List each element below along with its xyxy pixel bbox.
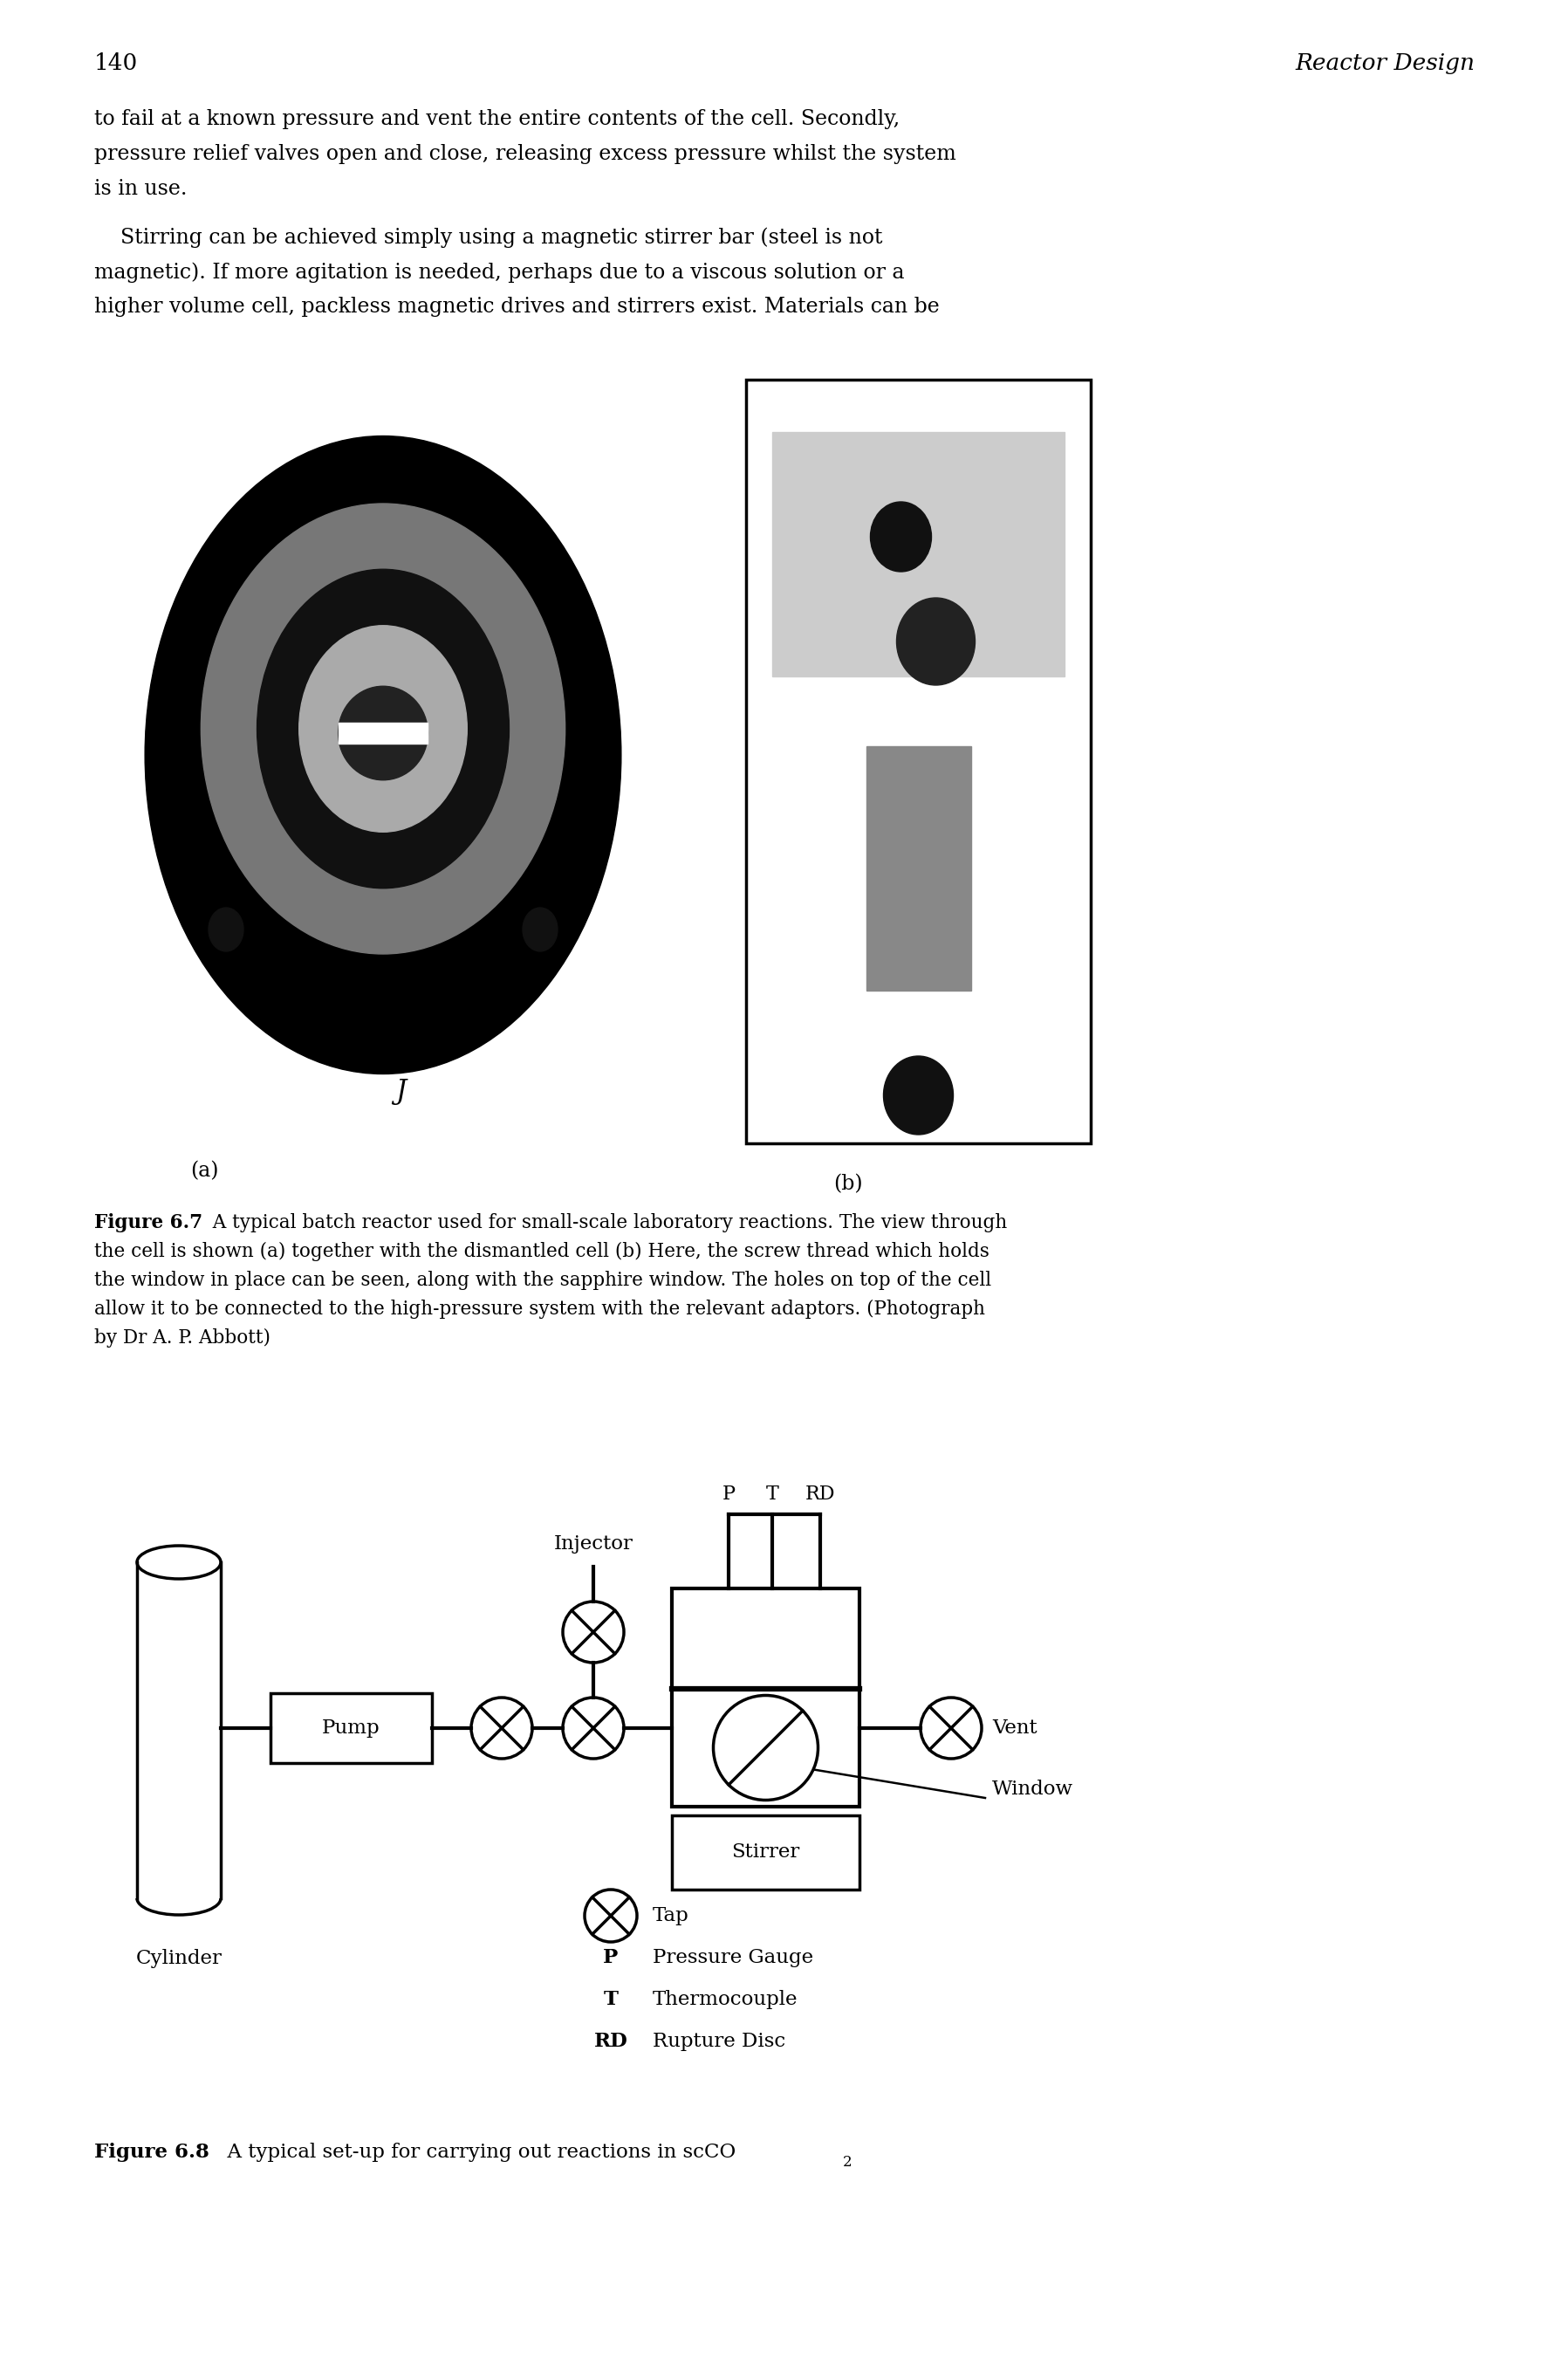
Text: A typical batch reactor used for small-scale laboratory reactions. The view thro: A typical batch reactor used for small-s… (201, 1213, 1007, 1232)
Bar (746, 380, 1091, 1142)
Text: Stirring can be achieved simply using a magnetic stirrer bar (steel is not: Stirring can be achieved simply using a … (94, 227, 883, 248)
Text: T: T (765, 1484, 779, 1503)
Text: (a): (a) (190, 1161, 218, 1180)
Text: Stirrer: Stirrer (732, 1843, 800, 1862)
Text: pressure relief valves open and close, releasing excess pressure whilst the syst: pressure relief valves open and close, r… (94, 144, 956, 165)
Ellipse shape (209, 909, 243, 951)
Text: Rupture Disc: Rupture Disc (652, 2032, 786, 2051)
Ellipse shape (522, 909, 558, 951)
Ellipse shape (144, 437, 621, 1074)
Text: by Dr A. P. Abbott): by Dr A. P. Abbott) (94, 1329, 271, 1348)
Text: Window: Window (993, 1779, 1073, 1798)
Circle shape (713, 1694, 818, 1801)
Text: is in use.: is in use. (94, 179, 187, 198)
Text: the cell is shown (a) together with the dismantled cell (b) Here, the screw thre: the cell is shown (a) together with the … (94, 1241, 989, 1260)
Text: T: T (604, 1989, 618, 2008)
Bar (771, 432, 1065, 677)
Text: Cylinder: Cylinder (136, 1949, 223, 1968)
Ellipse shape (299, 625, 467, 833)
Text: Figure 6.8: Figure 6.8 (94, 2143, 209, 2162)
Ellipse shape (870, 503, 931, 571)
Ellipse shape (897, 597, 975, 684)
Text: Thermocouple: Thermocouple (652, 1989, 798, 2008)
Bar (866, 746, 971, 991)
Text: Vent: Vent (993, 1718, 1036, 1737)
Text: RD: RD (804, 1484, 836, 1503)
Text: the window in place can be seen, along with the sapphire window. The holes on to: the window in place can be seen, along w… (94, 1270, 991, 1291)
Ellipse shape (201, 503, 564, 953)
Text: Pump: Pump (321, 1718, 381, 1737)
Text: P: P (721, 1484, 735, 1503)
Ellipse shape (883, 1055, 953, 1135)
Text: Reactor Design: Reactor Design (1295, 52, 1474, 73)
Text: J: J (395, 1079, 406, 1104)
Text: magnetic). If more agitation is needed, perhaps due to a viscous solution or a: magnetic). If more agitation is needed, … (94, 262, 905, 283)
Text: 2: 2 (844, 2155, 851, 2169)
Text: Injector: Injector (554, 1534, 633, 1553)
Text: 140: 140 (94, 52, 138, 73)
Text: Pressure Gauge: Pressure Gauge (652, 1947, 814, 1968)
Text: P: P (604, 1947, 618, 1968)
Text: RD: RD (594, 2032, 627, 2051)
Text: to fail at a known pressure and vent the entire contents of the cell. Secondly,: to fail at a known pressure and vent the… (94, 109, 900, 130)
Text: Figure 6.7: Figure 6.7 (94, 1213, 202, 1232)
Bar (339, 722, 428, 743)
Text: (b): (b) (833, 1173, 862, 1194)
Ellipse shape (339, 687, 428, 781)
Text: allow it to be connected to the high-pressure system with the relevant adaptors.: allow it to be connected to the high-pre… (94, 1300, 985, 1319)
Text: A typical set-up for carrying out reactions in scCO: A typical set-up for carrying out reacti… (215, 2143, 735, 2162)
Text: higher volume cell, packless magnetic drives and stirrers exist. Materials can b: higher volume cell, packless magnetic dr… (94, 297, 939, 316)
Ellipse shape (257, 569, 510, 887)
Text: Tap: Tap (652, 1907, 688, 1926)
Bar (103, 380, 663, 1130)
